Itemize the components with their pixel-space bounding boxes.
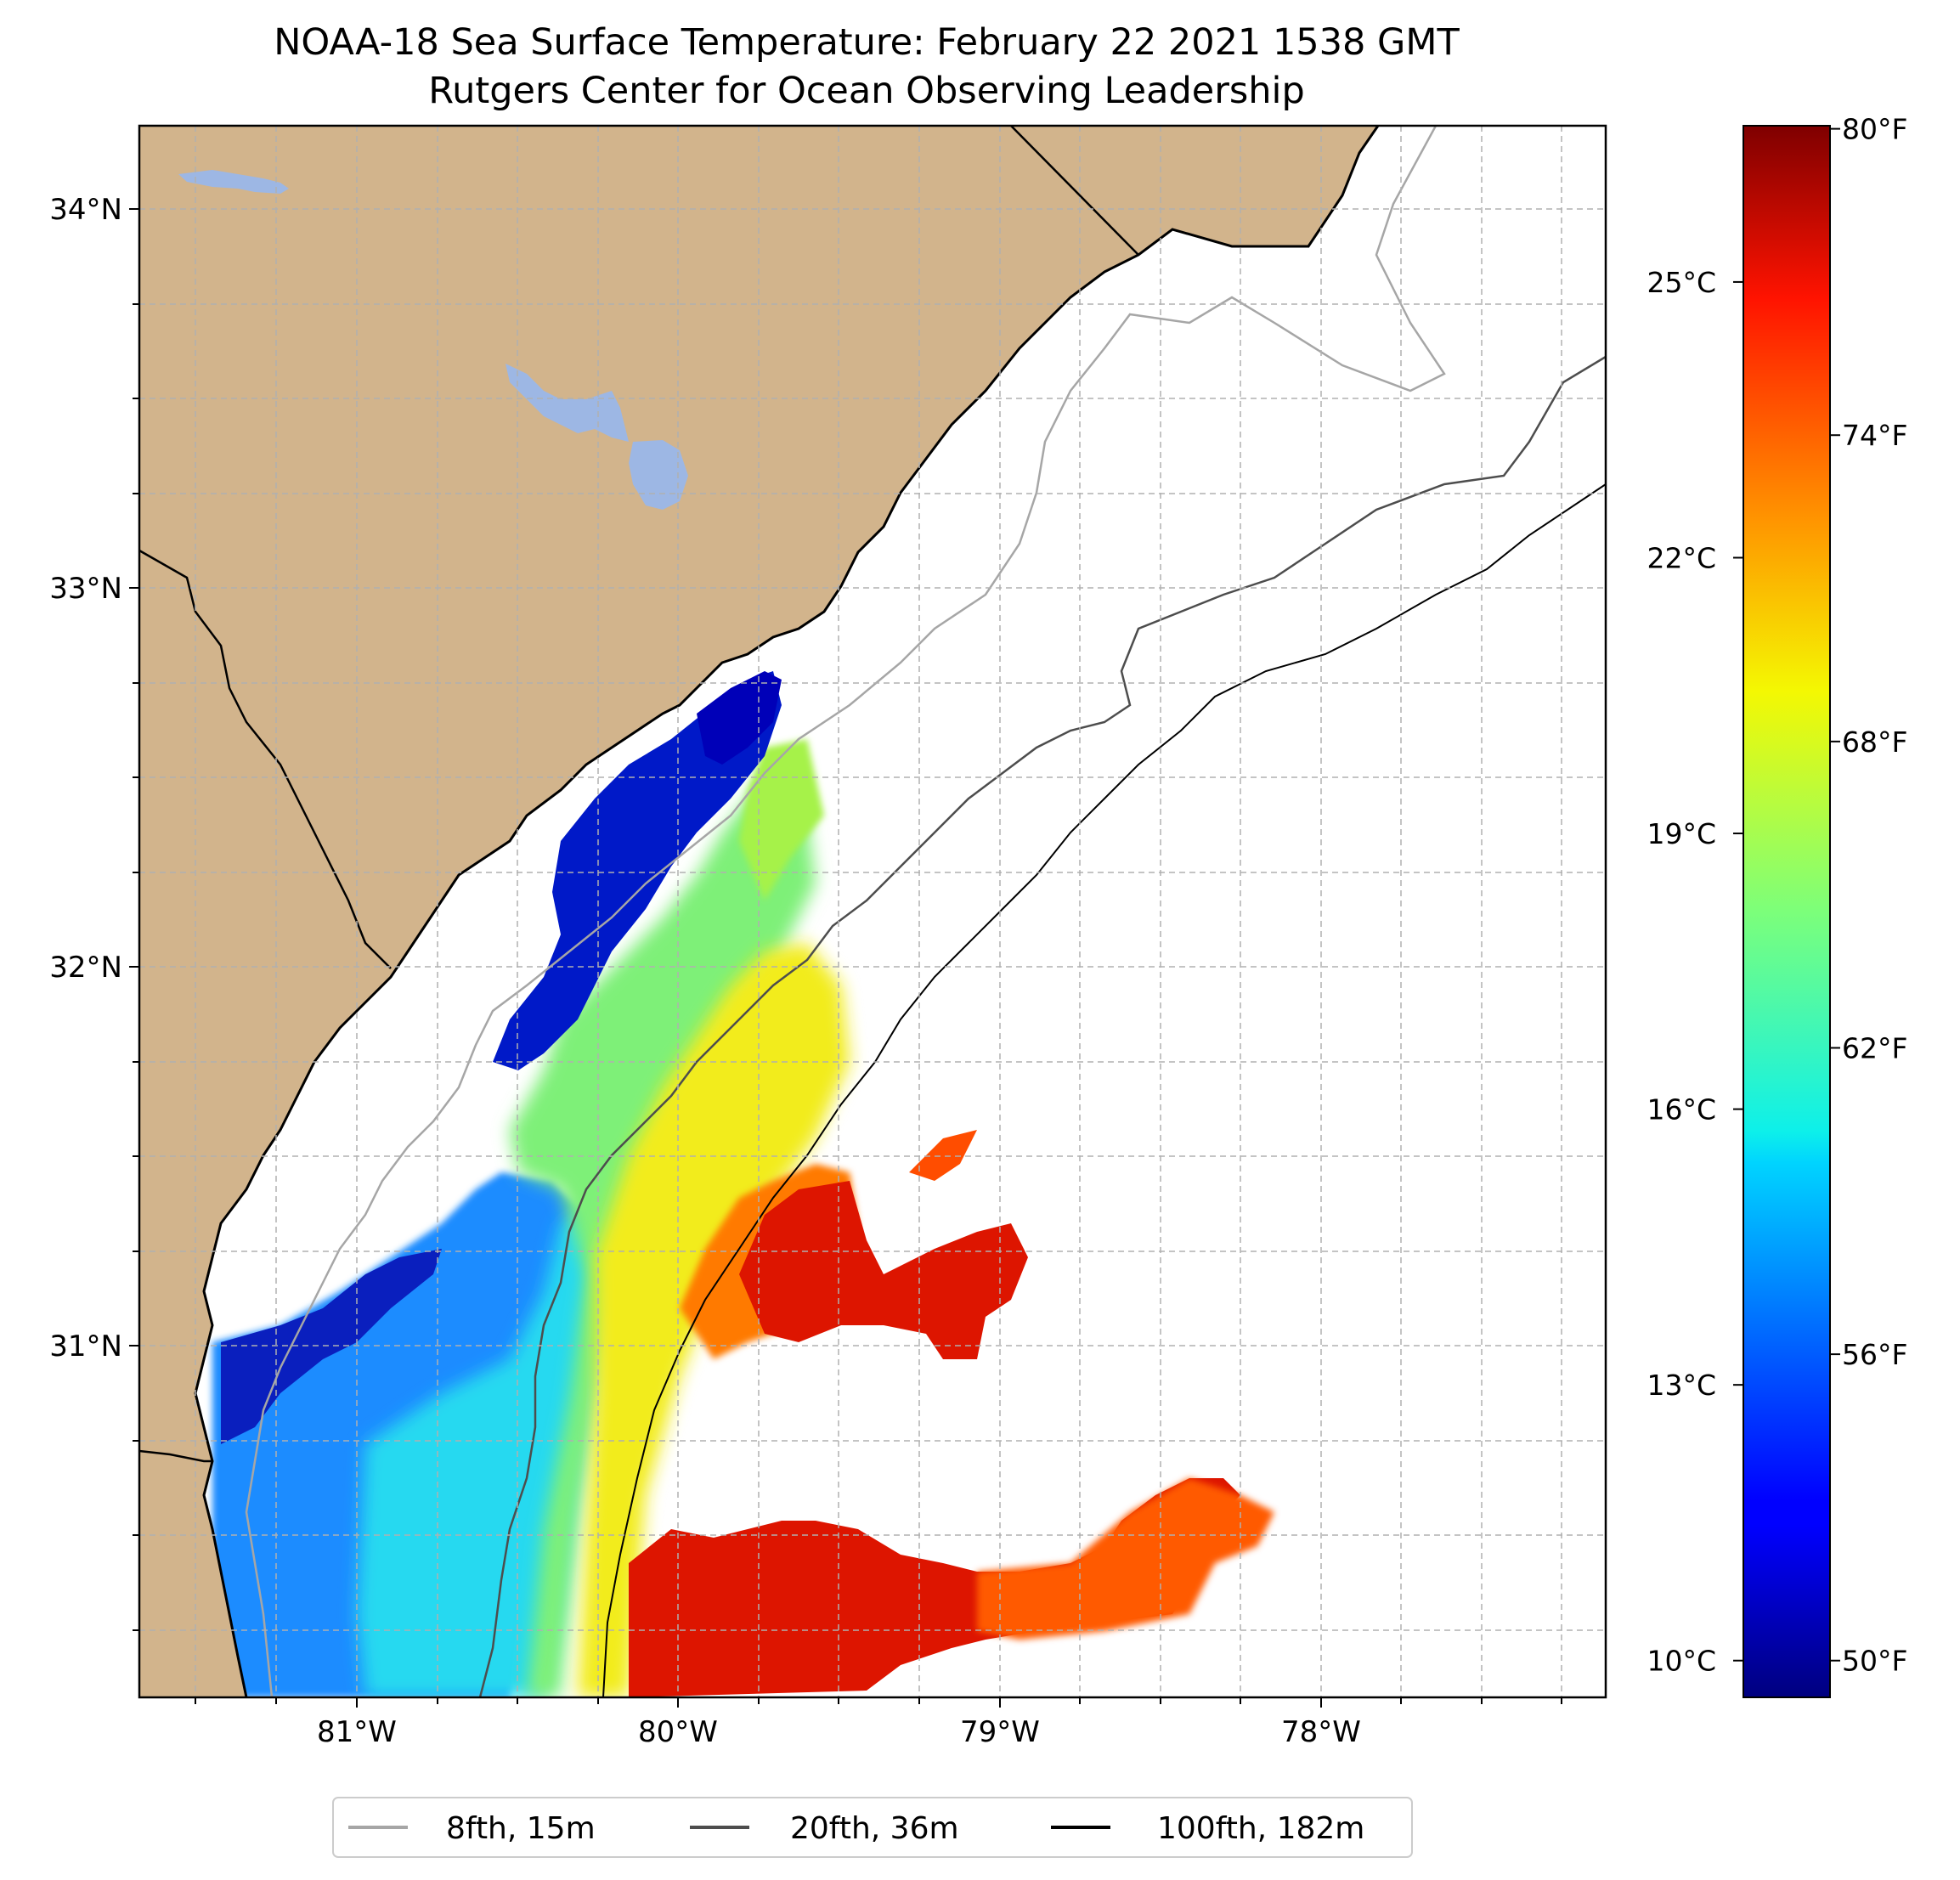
land-mass: [139, 126, 1378, 1697]
map-title: NOAA-18 Sea Surface Temperature: Februar…: [274, 21, 1460, 64]
lon-label-79w: 79°W: [960, 1715, 1040, 1749]
isobath-legend: 8fth, 15m 20fth, 36m 100fth, 182m: [332, 1797, 1413, 1858]
legend-label-20fth: 20fth, 36m: [790, 1811, 959, 1846]
cb-label-68f: 68°F: [1842, 725, 1907, 759]
lat-label-32n: 32°N: [49, 951, 122, 985]
colorbar: 25°C 22°C 19°C 16°C 13°C 10°C 80°F 74°F …: [1647, 113, 1907, 1698]
isobath-20fth: [478, 355, 1606, 1697]
lon-label-81w: 81°W: [317, 1715, 397, 1749]
cb-label-80f: 80°F: [1842, 113, 1907, 146]
lon-label-78w: 78°W: [1281, 1715, 1361, 1749]
state-border-ga-sc: [139, 549, 392, 969]
cb-label-10c: 10°C: [1647, 1645, 1716, 1678]
sst-darkblue-ne: [697, 671, 782, 765]
lat-label-34n: 34°N: [49, 193, 122, 227]
cb-label-62f: 62°F: [1842, 1031, 1907, 1064]
lake-marion: [178, 170, 289, 194]
lon-ticks: [195, 1697, 1562, 1708]
sst-south-orange: [977, 1478, 1274, 1640]
isobath-8fth: [245, 126, 1446, 1697]
state-border-ga-fl: [139, 1449, 212, 1463]
sst-red-core: [739, 1181, 1028, 1359]
cb-label-13c: 13°C: [1647, 1369, 1716, 1402]
lake-moultrie-east: [629, 440, 688, 510]
colorbar-celsius-ticks: [1733, 280, 1743, 1662]
cb-label-25c: 25°C: [1647, 266, 1716, 299]
state-border-sc-nc: [1010, 126, 1139, 256]
cb-label-50f: 50°F: [1842, 1645, 1907, 1678]
sst-south-red: [629, 1478, 1240, 1697]
cb-label-56f: 56°F: [1842, 1338, 1907, 1371]
cb-label-74f: 74°F: [1842, 419, 1907, 452]
map-frame: [138, 124, 1607, 1699]
sst-field: [212, 671, 1274, 1697]
legend-box: [332, 1797, 1413, 1858]
lat-ticks: [129, 208, 139, 1631]
legend-label-100fth: 100fth, 182m: [1157, 1811, 1364, 1846]
lon-label-80w: 80°W: [638, 1715, 718, 1749]
colorbar-fahrenheit-ticks: [1830, 127, 1840, 1662]
sst-darkblue-nearshore: [493, 671, 782, 1070]
isobath-100fth: [602, 483, 1606, 1697]
map-subtitle: Rutgers Center for Ocean Observing Leade…: [428, 70, 1305, 112]
cb-label-22c: 22°C: [1647, 541, 1716, 574]
cb-label-16c: 16°C: [1647, 1093, 1716, 1126]
legend-label-8fth: 8fth, 15m: [446, 1811, 596, 1846]
lat-label-31n: 31°N: [49, 1330, 122, 1363]
gridlines: [139, 126, 1606, 1697]
sst-yellow-band: [578, 943, 850, 1697]
colorbar-gradient: [1743, 125, 1831, 1698]
cb-label-19c: 19°C: [1647, 817, 1716, 850]
map-panel: [139, 126, 1606, 1697]
sst-orange-patch-ne: [909, 1130, 977, 1181]
lat-label-33n: 33°N: [49, 572, 122, 606]
